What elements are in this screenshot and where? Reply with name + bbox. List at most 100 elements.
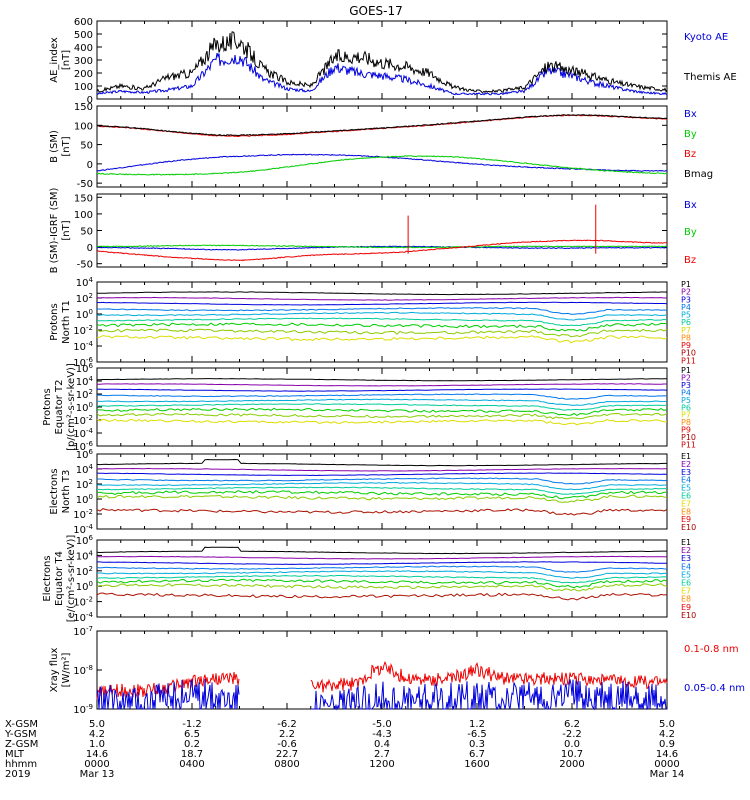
panel-3-series-bz (96, 239, 668, 262)
x-axis-row-label: Y-GSM (4, 729, 37, 740)
x-axis-value: 6.5 (184, 729, 200, 740)
x-axis-value: 0.4 (374, 739, 390, 750)
panel-6-ytick-label: 104 (76, 463, 94, 476)
x-axis-value: 4.2 (659, 729, 675, 740)
panel-4-ytick-label: 10-4 (73, 340, 93, 353)
panel-7-legend-e3: E3 (681, 554, 691, 563)
panel-5-legend-p4: P4 (681, 388, 691, 397)
x-axis-value: 18.7 (181, 749, 203, 760)
panel-7-ytick-label: 102 (76, 565, 93, 578)
panel-6-channel-6 (96, 486, 667, 495)
panel-4-legend-p11: P11 (681, 356, 696, 365)
x-axis-value: -1.2 (182, 719, 202, 730)
panel-1-ytick-label: 100 (74, 82, 93, 93)
x-axis-value: 14.6 (86, 749, 108, 760)
panel-4-legend-p9: P9 (681, 341, 691, 350)
panel-1-series-themis-ae (96, 31, 668, 94)
panel-4-legend-p2: P2 (681, 288, 691, 297)
x-axis-value: 10.7 (561, 749, 583, 760)
x-axis-value: 5.0 (89, 719, 105, 730)
x-axis-value: 2000 (559, 759, 584, 770)
panel-3-frame (96, 193, 668, 268)
panel-7-ytick-label: 104 (76, 549, 94, 562)
panel-4-channel-4 (96, 307, 668, 315)
panel-5-ylabel: Protons (42, 388, 53, 425)
panel-8-series-0-05-0-4-nm (96, 678, 667, 711)
panel-4-channel-9 (96, 334, 668, 344)
panel-5-ytick-label: 100 (76, 401, 93, 414)
panel-2-ylabel: B (SM) (49, 130, 60, 163)
legend-themis-ae: Themis AE (683, 72, 737, 83)
chart-title: GOES-17 (349, 4, 403, 18)
panel-7-legend-e7: E7 (681, 587, 691, 596)
panel-3-ytick-label: 100 (74, 210, 93, 221)
panel-4-channel-5 (96, 311, 668, 321)
panel-8-ytick-label: 10-8 (73, 664, 93, 677)
legend-dB-by: By (684, 227, 697, 238)
x-axis-value: 2.7 (374, 749, 390, 760)
panel-1-ylabel: [nT] (61, 50, 72, 70)
panel-7-channel-9 (96, 592, 668, 601)
x-axis-value: 1.2 (469, 719, 485, 730)
panel-6-legend-e5: E5 (681, 484, 691, 493)
panel-5-legend-p9: P9 (681, 426, 691, 435)
x-axis-value: 14.6 (656, 749, 678, 760)
panel-7-ylabel: [e/(cm²-s-sr-keV)] (66, 535, 77, 623)
panel-4-channel-3 (96, 301, 668, 306)
panel-4-legend-p6: P6 (681, 318, 691, 327)
panel-2-series-by (96, 155, 668, 176)
panel-5-ytick-label: 10-2 (73, 414, 93, 427)
panel-4-ylabel: North T1 (61, 300, 72, 344)
panel-7-ytick-label: 10-4 (73, 611, 93, 624)
panel-4-legend-p10: P10 (681, 349, 696, 358)
panel-5-ylabel: Equator T2 (54, 380, 65, 435)
panel-5-channel-7 (96, 407, 668, 416)
panel-6-channel-4 (97, 477, 668, 485)
panel-4-legend-p5: P5 (681, 311, 691, 320)
panel-6-channel-2 (96, 467, 667, 472)
panel-4-ytick-label: 102 (76, 292, 93, 305)
panel-4-channel-8 (96, 328, 668, 338)
panel-4-legend-p3: P3 (681, 295, 691, 304)
legend-dB-bx: Bx (684, 200, 697, 211)
x-axis-value: 0.0 (564, 739, 580, 750)
panel-3-ylabel: [nT] (61, 220, 72, 240)
x-axis-row-label: X-GSM (5, 719, 38, 730)
panel-5-channel-2 (97, 383, 667, 387)
x-axis-value: 6.2 (564, 719, 580, 730)
panel-5-ylabel: [p/(cm²-s-sr-keV)] (66, 363, 77, 451)
panel-3-ytick-label: -50 (77, 260, 93, 271)
panel-5-channel-4 (96, 393, 668, 400)
panel-3-series-by (97, 244, 668, 249)
panel-6-ytick-label: 100 (76, 493, 93, 506)
x-axis-value: 6.7 (469, 749, 485, 760)
x-axis-value: -6.5 (467, 729, 487, 740)
panel-1-ytick-label: 400 (74, 43, 93, 54)
x-axis-value: 22.7 (276, 749, 298, 760)
panel-5-legend-p10: P10 (681, 433, 696, 442)
panel-3-ytick-label: 0 (87, 243, 93, 254)
panel-8-ytick-label: 10-7 (73, 625, 93, 638)
panel-4-channel-2 (96, 296, 668, 301)
legend-kyoto-ae: Kyoto AE (684, 32, 728, 43)
x-axis-value: 0400 (179, 759, 204, 770)
panel-5-legend-p7: P7 (681, 411, 691, 420)
panel-2-ytick-label: 50 (80, 141, 93, 152)
panel-2-ytick-label: 100 (74, 121, 93, 132)
panel-5-ytick-label: 10-6 (73, 440, 93, 453)
panel-6-ytick-label: 10-2 (73, 508, 93, 521)
legend-b-bmag: Bmag (684, 169, 713, 180)
panel-5-channel-5 (96, 398, 668, 406)
panel-6-legend-e9: E9 (681, 515, 691, 524)
x-axis-row-label: MLT (5, 749, 25, 760)
panel-6-channel-8 (96, 494, 668, 503)
panel-7-ylabel: Electrons (42, 555, 53, 601)
panel-4-ytick-label: 100 (76, 308, 93, 321)
panel-4-legend-p8: P8 (681, 333, 691, 342)
panel-8-ytick-label: 10-9 (73, 703, 93, 716)
panel-6-legend-e8: E8 (681, 507, 691, 516)
panel-5-channel-8 (96, 412, 668, 420)
panel-6-ylabel: North T3 (61, 470, 72, 514)
panel-6-legend-e4: E4 (681, 476, 691, 485)
